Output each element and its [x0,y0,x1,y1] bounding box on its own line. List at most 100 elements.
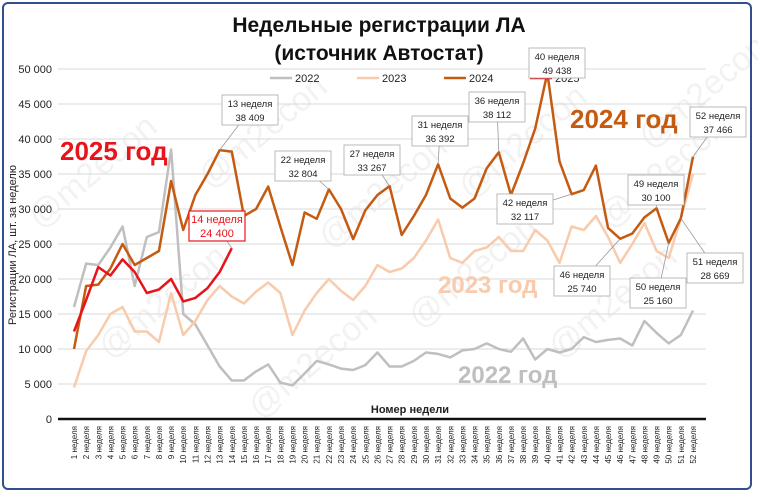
x-tick-label: 15 неделя [240,426,249,464]
annotation-value: 38 112 [483,110,511,121]
annotation-box [343,144,401,176]
year-label-2025: 2025 год [60,136,168,166]
annotation-week: 49 неделя [634,179,679,190]
y-tick-label: 50 000 [18,64,52,76]
x-tick-label: 29 неделя [410,426,419,464]
annotation-week-36: 36 неделя 38 112 [468,91,526,153]
legend-label-2022: 2022 [295,73,319,85]
annotation-week-52: 52 неделя 37 466 [689,106,747,157]
annotation-value: 49 438 [542,66,571,77]
series-line-2022 [72,148,695,387]
x-tick-label: 4 неделя [106,426,115,459]
x-tick-label: 14 неделя [228,426,237,464]
annotation-week: 13 неделя [228,99,273,110]
annotation-week-14: 14 неделя 24 400 [188,210,246,249]
watermark-text: @m2econ [241,297,385,426]
y-tick-label: 15 000 [18,309,52,321]
annotation-box [411,115,469,147]
x-tick-label: 23 неделя [337,426,346,464]
annotation-week: 40 неделя [535,52,580,63]
x-tick-label: 12 неделя [204,426,213,464]
x-tick-label: 44 неделя [592,426,601,464]
y-tick-label: 35 000 [18,169,52,181]
x-tick-label: 35 неделя [483,426,492,464]
annotation-value: 28 669 [700,271,729,282]
x-tick-label: 3 неделя [94,426,103,459]
annotation-week: 50 неделя [636,282,681,293]
annotation-value: 32 804 [288,169,317,180]
x-tick-label: 28 неделя [398,426,407,464]
annotation-box [274,150,332,182]
y-tick-label: 20 000 [18,274,52,286]
chart-title-line1: Недельные регистрации ЛА [232,14,525,37]
x-tick-label: 36 неделя [495,426,504,464]
x-tick-label: 21 неделя [313,426,322,464]
x-tick-label: 42 неделя [568,426,577,464]
y-tick-label: 40 000 [18,134,52,146]
x-tick-label: 43 неделя [580,426,589,464]
x-tick-label: 41 неделя [555,426,564,464]
annotation-week-42: 42 неделя 32 117 [496,193,572,225]
x-tick-label: 46 неделя [616,426,625,464]
annotation-week-13: 13 неделя 38 409 [219,94,279,151]
annotation-week: 42 неделя [503,198,548,209]
annotation-week: 52 неделя [696,111,741,122]
annotation-week: 22 неделя [281,155,326,166]
x-tick-label: 22 неделя [325,426,334,464]
x-tick-label: 34 неделя [471,426,480,464]
watermark-text: @m2econ [91,237,235,366]
x-tick-label: 2 неделя [82,426,91,459]
legend-label-2024: 2024 [469,73,493,85]
x-tick-label: 16 неделя [252,426,261,464]
x-tick-label: 26 неделя [373,426,382,464]
annotation-box [468,91,526,123]
annotation-week-51: 51 неделя 28 669 [680,218,744,284]
x-tick-label: 38 неделя [519,426,528,464]
y-tick-label: 0 [46,414,52,426]
x-tick-label: 27 неделя [386,426,395,464]
y-axis-label: Регистрации ЛА, шт. за неделю [7,165,19,325]
x-tick-label: 47 неделя [628,426,637,464]
annotation-value: 25 740 [567,284,596,295]
annotation-week: 14 неделя [191,214,243,226]
series-line-2025 [72,247,233,332]
annotation-week-22: 22 неделя 32 804 [274,150,332,190]
annotation-box [496,193,554,225]
annotation-week: 27 неделя [350,149,395,160]
annotation-week-49: 49 неделя 30 100 [627,174,685,209]
annotation-value: 25 160 [643,296,672,307]
x-tick-label: 6 неделя [131,426,140,459]
annotation-box [188,210,246,242]
x-tick-label: 48 неделя [640,426,649,464]
annotation-week: 51 неделя [693,257,738,268]
x-tick-label: 45 неделя [604,426,613,464]
x-tick-label: 5 неделя [119,426,128,459]
x-tick-label: 8 неделя [155,426,164,459]
annotation-box [221,94,279,126]
x-tick-label: 24 неделя [349,426,358,464]
x-tick-label: 51 неделя [677,426,686,464]
x-tick-label: 50 неделя [665,426,674,464]
annotation-box [528,47,586,79]
annotation-week: 36 неделя [475,96,520,107]
x-tick-label: 9 неделя [167,426,176,459]
annotation-value: 38 409 [235,113,264,124]
chart-frame [2,2,752,490]
annotation-value: 37 466 [703,125,732,136]
annotation-week-40: 40 неделя 49 438 [528,47,586,79]
year-label-2023: 2023 год [438,272,537,299]
x-tick-label: 10 неделя [179,426,188,464]
x-tick-label: 11 неделя [191,426,200,463]
x-tick-label: 37 неделя [507,426,516,464]
annotation-value: 36 392 [425,134,454,145]
annotation-box [553,265,611,297]
annotation-week-46: 46 неделя 25 740 [553,238,621,297]
x-tick-label: 1 неделя [70,426,79,459]
annotation-week-50: 50 неделя 25 160 [629,242,687,309]
x-tick-label: 39 неделя [531,426,540,464]
x-tick-label: 7 неделя [143,426,152,459]
x-tick-label: 17 неделя [264,426,273,464]
annotation-value: 24 400 [200,228,234,240]
y-tick-label: 45 000 [18,99,52,111]
x-tick-label: 18 неделя [276,426,285,464]
